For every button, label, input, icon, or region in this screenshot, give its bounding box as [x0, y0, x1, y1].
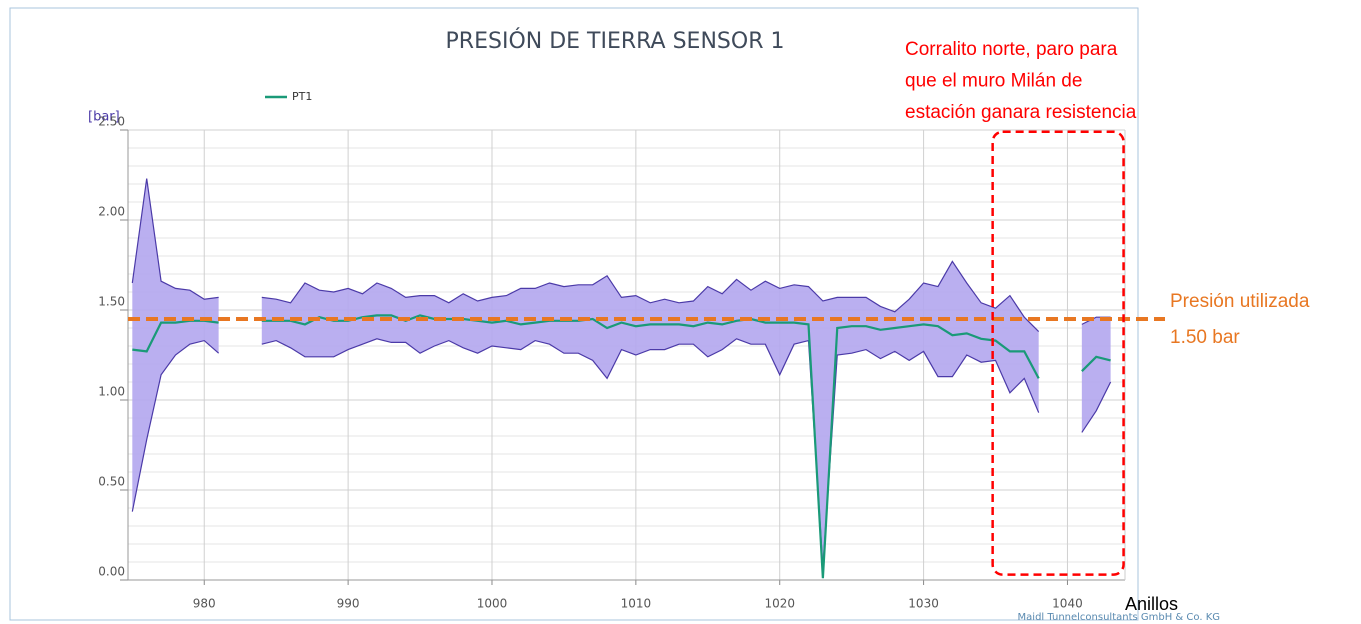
- y-tick-label: 0.50: [98, 475, 125, 489]
- band-edge: [131, 339, 220, 512]
- chart-title: PRESIÓN DE TIERRA SENSOR 1: [446, 28, 785, 54]
- band-edge: [261, 260, 1040, 333]
- annotation-text: estación ganara resistencia: [905, 102, 1137, 123]
- band-edge: [261, 338, 1040, 568]
- x-tick-label: 1040: [1052, 597, 1083, 611]
- annotation-text: Corralito norte, paro para: [905, 39, 1118, 60]
- y-tick-label: 1.50: [98, 295, 125, 309]
- series-line: [1081, 355, 1111, 372]
- credit: Maidl Tunnelconsultants GmbH & Co. KG: [1018, 612, 1220, 623]
- annotation-box: [991, 130, 1125, 576]
- x-tick-label: 990: [337, 597, 360, 611]
- reference-label: Presión utilizada: [1170, 291, 1310, 312]
- y-unit: [bar]: [88, 110, 120, 125]
- x-tick-label: 1030: [908, 597, 939, 611]
- x-tick-label: 980: [193, 597, 216, 611]
- range-band: [1081, 317, 1111, 433]
- band-edge: [131, 178, 219, 300]
- y-tick-label: 1.00: [98, 385, 125, 399]
- y-tick-label: 2.00: [98, 205, 125, 219]
- y-tick-label: 2.50: [98, 115, 125, 129]
- x-axis-label: Anillos: [1125, 594, 1178, 614]
- annotation-text: que el muro Milán de: [905, 71, 1082, 92]
- band-edge: [1081, 381, 1112, 433]
- y-tick-label: 0.00: [98, 565, 125, 579]
- frame: [9, 7, 1139, 621]
- legend-label: PT1: [292, 90, 312, 103]
- range-band: [132, 178, 219, 512]
- range-band: [261, 261, 1039, 568]
- x-tick-label: 1000: [477, 597, 508, 611]
- x-tick-label: 1020: [764, 597, 795, 611]
- x-tick-label: 1010: [621, 597, 652, 611]
- series-line: [261, 314, 1040, 579]
- reference-label: 1.50 bar: [1170, 327, 1240, 348]
